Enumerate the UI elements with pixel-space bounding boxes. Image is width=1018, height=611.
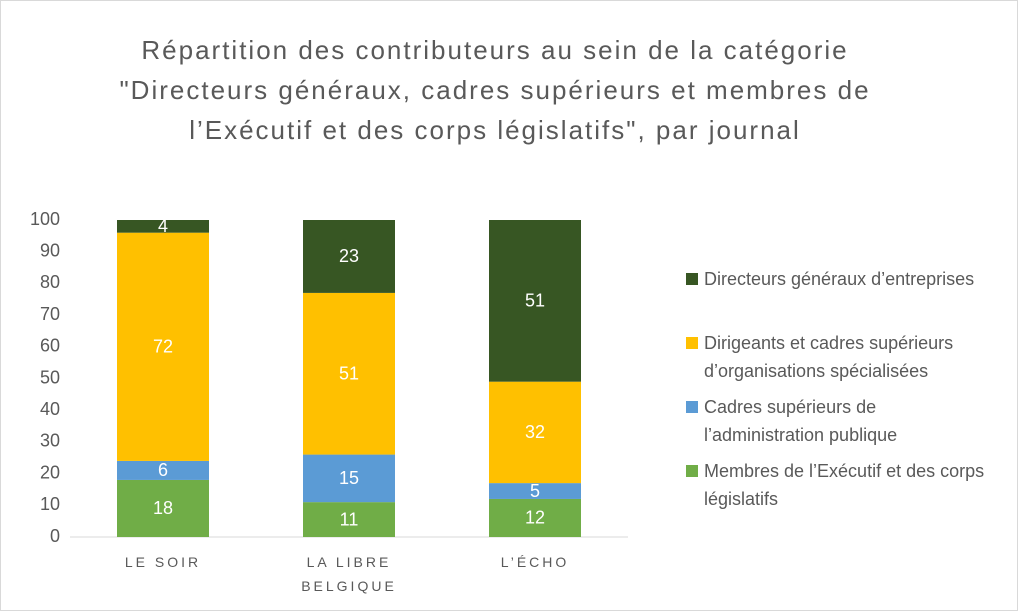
legend-item: Membres de l’Exécutif et des corps légis… — [686, 457, 1016, 521]
y-tick-label: 90 — [40, 240, 60, 260]
bar-segment — [489, 498, 581, 537]
legend-swatch — [686, 273, 698, 285]
y-tick-label: 40 — [40, 399, 60, 419]
bar-segment — [117, 460, 209, 480]
bar-segment — [489, 381, 581, 484]
bar-segment — [489, 483, 581, 499]
x-tick-label: LE SOIR — [124, 554, 202, 570]
data-label: 32 — [525, 422, 545, 442]
legend-label: Membres de l’Exécutif et des corps légis… — [704, 461, 985, 509]
data-label: 6 — [158, 460, 168, 480]
x-tick-label: LA LIBRE BELGIQUE — [301, 554, 397, 594]
data-label: 11 — [340, 509, 359, 529]
bar-segment — [117, 220, 209, 233]
bar-segment — [303, 454, 395, 503]
y-tick-label: 70 — [40, 304, 60, 324]
data-label: 51 — [339, 363, 359, 383]
bar-segment — [117, 232, 209, 461]
data-label: 4 — [158, 216, 168, 236]
bar-segment — [303, 292, 395, 455]
legend-item: Cadres supérieurs de l’administration pu… — [686, 393, 1016, 457]
legend-label: Directeurs généraux d’entreprises — [704, 269, 975, 289]
legend-swatch — [686, 401, 698, 413]
legend-swatch — [686, 465, 698, 477]
data-label: 12 — [525, 508, 545, 528]
y-tick-label: 0 — [50, 526, 60, 546]
bar-segment — [489, 220, 581, 382]
legend-item: Directeurs généraux d’entreprises — [686, 265, 1016, 329]
y-tick-label: 60 — [40, 336, 60, 356]
legend-item: Dirigeants et cadres supérieurs d’organi… — [686, 329, 1016, 393]
legend-label: Cadres supérieurs de l’administration pu… — [704, 397, 898, 445]
x-tick-label: L’ÉCHO — [500, 554, 570, 570]
bar-segment — [303, 220, 395, 293]
data-label: 5 — [530, 481, 540, 501]
data-label: 18 — [153, 498, 173, 518]
y-tick-label: 80 — [40, 272, 60, 292]
bar-segment — [303, 502, 395, 537]
legend-swatch — [686, 337, 698, 349]
y-tick-label: 50 — [40, 367, 60, 387]
y-tick-label: 20 — [40, 462, 60, 482]
y-tick-label: 10 — [40, 494, 60, 514]
data-label: 23 — [339, 246, 359, 266]
y-tick-label: 100 — [30, 209, 60, 229]
bar-segment — [117, 479, 209, 537]
legend-label: Dirigeants et cadres supérieurs d’organi… — [704, 333, 954, 381]
chart-title: Répartition des contributeurs au sein de… — [119, 35, 871, 145]
y-tick-label: 30 — [40, 431, 60, 451]
legend: Directeurs généraux d’entreprises Dirigea… — [686, 265, 1016, 521]
data-label: 51 — [525, 291, 545, 311]
data-label: 72 — [153, 337, 173, 357]
data-label: 15 — [339, 468, 359, 488]
